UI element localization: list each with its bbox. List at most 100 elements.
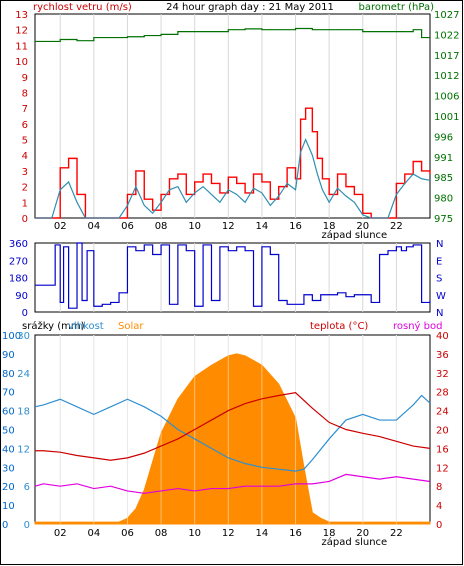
- tick-label: 12: [17, 444, 30, 455]
- solar-area: [34, 353, 431, 525]
- tick-label: 3: [22, 167, 28, 178]
- tick-label: 18: [17, 407, 30, 418]
- tick-label: 30: [2, 463, 15, 474]
- tick-label: 360: [9, 239, 28, 250]
- tick-label: N: [436, 239, 443, 250]
- tick-label: 80: [2, 369, 15, 380]
- wind-pressure-panel: 0123456789101112139759809859919961001100…: [15, 10, 459, 241]
- tick-label: 6: [22, 120, 28, 131]
- tick-label: 100: [2, 331, 21, 342]
- x-tick-label: 02: [54, 528, 67, 539]
- tick-label: 50: [2, 426, 15, 437]
- tick-label: 1012: [434, 71, 459, 82]
- tick-label: 1: [22, 198, 28, 209]
- tick-label: 11: [15, 41, 28, 52]
- tick-label: 8: [436, 482, 442, 493]
- tick-label: 270: [9, 256, 28, 267]
- tick-label: E: [436, 256, 442, 267]
- tick-label: 90: [15, 291, 28, 302]
- x-tick-label: 22: [390, 528, 403, 539]
- humidity-legend: vlhkost: [68, 321, 104, 332]
- tick-label: S: [436, 274, 442, 285]
- tick-label: 1006: [434, 92, 459, 103]
- tick-label: 16: [436, 444, 449, 455]
- tick-label: 2: [22, 183, 28, 194]
- tick-label: 36: [436, 350, 449, 361]
- temperature-humidity-panel: 0102030405060708090100061218243004812162…: [2, 331, 449, 548]
- x-tick-label: 08: [155, 528, 168, 539]
- rain-axis-title: srážky (mm): [22, 320, 85, 332]
- tick-label: 1017: [434, 51, 459, 62]
- dewpoint-legend: rosný bod: [393, 320, 442, 332]
- tick-label: 0: [2, 520, 8, 531]
- x-tick-label: 10: [188, 221, 201, 232]
- tick-label: 980: [434, 194, 453, 205]
- tick-label: 975: [434, 214, 453, 225]
- tick-label: 0: [22, 308, 28, 319]
- pressure-axis-title: barometr (hPa): [359, 2, 435, 13]
- tick-label: 5: [22, 136, 28, 147]
- x-tick-label: 08: [155, 221, 168, 232]
- x-tick-label: 04: [87, 528, 100, 539]
- sunset-label: západ slunce: [322, 229, 388, 241]
- dewpoint-line: [34, 473, 431, 494]
- tick-label: 985: [434, 173, 453, 184]
- tick-label: 1027: [434, 10, 459, 21]
- x-tick-label: 14: [256, 528, 269, 539]
- tick-label: 4: [436, 501, 442, 512]
- tick-label: 10: [15, 57, 28, 68]
- temperature-legend: teplota (°C): [310, 321, 368, 332]
- tick-label: 0: [436, 520, 442, 531]
- plot-area: [34, 13, 431, 219]
- wind-axis-title: rychlost vetru (m/s): [33, 2, 132, 13]
- tick-label: 40: [2, 444, 15, 455]
- tick-label: 70: [2, 388, 15, 399]
- x-tick-label: 04: [87, 221, 100, 232]
- tick-label: 28: [436, 388, 449, 399]
- tick-label: 60: [2, 407, 15, 418]
- tick-label: 24: [436, 407, 449, 418]
- tick-label: 90: [2, 350, 15, 361]
- tick-label: 0: [24, 520, 30, 531]
- x-tick-label: 22: [390, 221, 403, 232]
- x-tick-label: 16: [289, 528, 302, 539]
- tick-label: 24: [17, 369, 30, 380]
- tick-label: 0: [22, 214, 28, 225]
- tick-label: 1022: [434, 30, 459, 41]
- x-tick-label: 12: [222, 528, 235, 539]
- temperature-line: [35, 392, 431, 461]
- x-tick-label: 18: [323, 528, 336, 539]
- tick-label: W: [436, 291, 446, 302]
- tick-label: 20: [2, 482, 15, 493]
- x-tick-label: 14: [256, 221, 269, 232]
- tick-label: 8: [22, 88, 28, 99]
- wind-gust-line: [35, 107, 431, 219]
- x-tick-label: 20: [356, 528, 369, 539]
- tick-label: 7: [22, 104, 28, 115]
- pressure-line: [35, 27, 430, 43]
- x-tick-label: 12: [222, 221, 235, 232]
- x-tick-label: 18: [323, 221, 336, 232]
- tick-label: 13: [15, 10, 28, 21]
- plot-area: [34, 242, 431, 313]
- tick-label: 40: [436, 331, 449, 342]
- tick-label: 1001: [434, 112, 459, 123]
- tick-label: 996: [434, 132, 453, 143]
- x-tick-label: 02: [54, 221, 67, 232]
- tick-label: 30: [17, 331, 30, 342]
- sunset-label: západ slunce: [322, 536, 388, 548]
- solar-legend: Solar: [118, 321, 144, 332]
- x-tick-label: 06: [121, 528, 134, 539]
- chart-title: 24 hour graph day : 21 May 2011: [166, 2, 334, 13]
- tick-label: 32: [436, 369, 449, 380]
- tick-label: 991: [434, 153, 453, 164]
- tick-label: 20: [436, 426, 449, 437]
- tick-label: N: [436, 308, 443, 319]
- tick-label: 180: [9, 274, 28, 285]
- x-tick-label: 20: [356, 221, 369, 232]
- tick-label: 12: [15, 26, 28, 37]
- tick-label: 9: [22, 73, 28, 84]
